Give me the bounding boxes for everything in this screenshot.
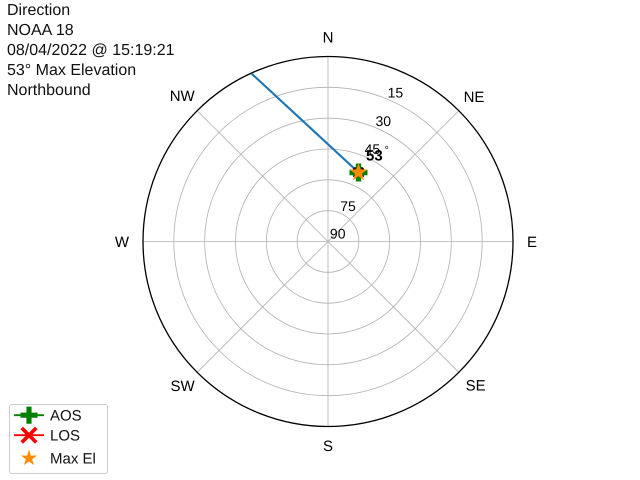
svg-text:75: 75 — [340, 198, 356, 214]
svg-text:30: 30 — [376, 113, 392, 129]
svg-text:90: 90 — [330, 225, 346, 241]
svg-text:SW: SW — [171, 378, 196, 395]
svg-text:W: W — [115, 234, 130, 251]
svg-text:53: 53 — [366, 148, 383, 165]
svg-text:N: N — [323, 30, 334, 47]
svg-text:SE: SE — [466, 378, 486, 395]
svg-text:NE: NE — [464, 89, 485, 106]
svg-text:°: ° — [385, 145, 389, 157]
svg-text:NW: NW — [170, 88, 196, 105]
svg-text:E: E — [527, 234, 537, 251]
svg-text:S: S — [323, 438, 333, 455]
svg-text:15: 15 — [388, 85, 404, 101]
